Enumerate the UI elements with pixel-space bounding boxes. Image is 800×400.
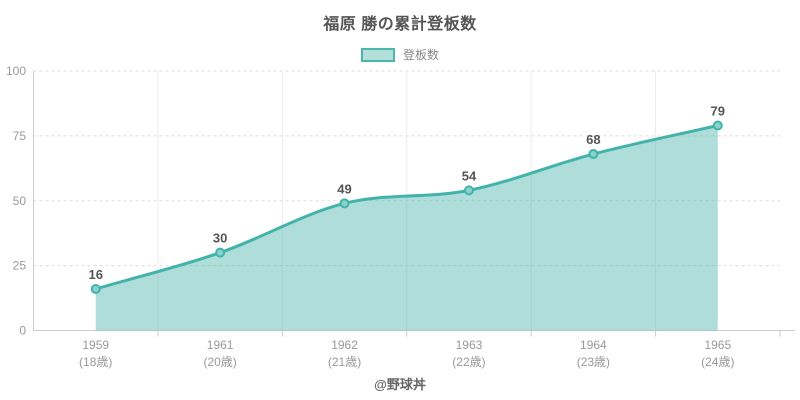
series-line [94, 123, 720, 291]
x-tick-label-year: 1959 [82, 338, 109, 352]
x-tick-label-age: (24歳) [701, 355, 734, 369]
value-label: 30 [213, 231, 227, 246]
x-tick-label-age: (18歳) [79, 355, 112, 369]
legend-label: 登板数 [402, 48, 439, 62]
value-label: 68 [586, 132, 600, 147]
y-tick-label: 100 [6, 64, 26, 78]
x-tick-label-age: (20歳) [203, 355, 236, 369]
y-tick-label: 75 [13, 129, 27, 143]
data-point-marker[interactable] [712, 120, 723, 131]
x-tick-label-age: (22歳) [452, 355, 485, 369]
y-tick-label: 25 [13, 259, 27, 273]
area-fill [95, 125, 718, 331]
x-tick-label-year: 1962 [331, 338, 358, 352]
x-tick-label-age: (23歳) [577, 355, 610, 369]
value-label: 49 [337, 181, 351, 196]
x-tick-label-year: 1965 [704, 338, 731, 352]
chart-title: 福原 勝の累計登板数 [323, 16, 477, 33]
data-point-marker[interactable] [90, 283, 101, 294]
data-point-marker[interactable] [463, 185, 474, 196]
data-point-marker[interactable] [588, 149, 599, 160]
legend-swatch-icon [360, 47, 395, 62]
value-label: 79 [711, 103, 725, 118]
x-tick-label-year: 1964 [580, 338, 607, 352]
data-point-marker[interactable] [215, 247, 226, 258]
legend-item[interactable]: 登板数 [0, 46, 800, 63]
value-label: 54 [462, 168, 477, 183]
data-point-marker[interactable] [339, 198, 350, 209]
value-label: 16 [88, 267, 102, 282]
y-tick-label: 0 [19, 324, 26, 338]
footer-credit: @野球丼 [374, 377, 426, 392]
y-tick-label: 50 [13, 194, 27, 208]
x-tick-label-year: 1961 [207, 338, 234, 352]
x-tick-label-age: (21歳) [328, 355, 361, 369]
x-tick-label-year: 1963 [456, 338, 483, 352]
